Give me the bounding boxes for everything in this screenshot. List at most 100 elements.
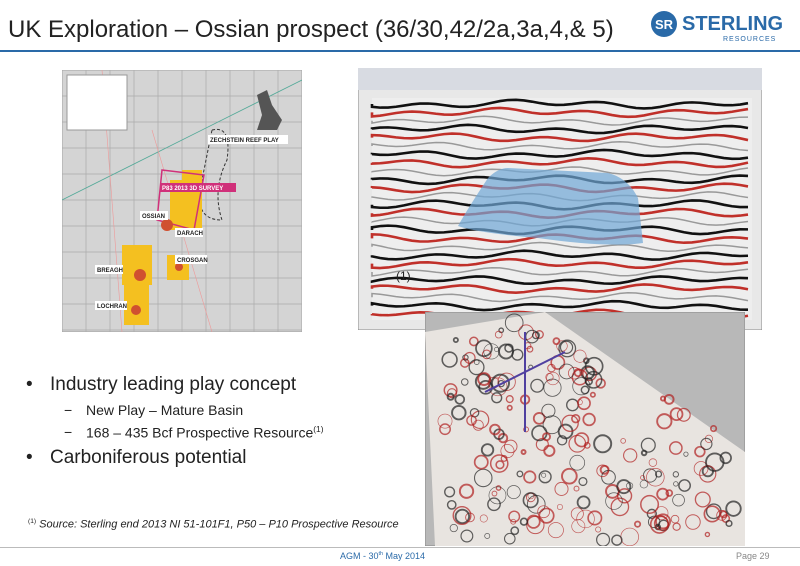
- texture: [646, 508, 658, 520]
- texture: [547, 522, 564, 539]
- texture: [725, 519, 733, 528]
- texture: [497, 372, 516, 391]
- title: UK Exploration – Ossian prospect (36/30,…: [8, 16, 614, 43]
- texture: [452, 336, 459, 344]
- texture: [656, 413, 673, 430]
- texture: [654, 470, 663, 478]
- texture: [503, 439, 518, 454]
- seismic-reflector: [371, 241, 749, 253]
- texture: [716, 509, 728, 521]
- texture: [694, 491, 711, 508]
- seismic-reflector: [370, 157, 749, 169]
- texture: [639, 480, 649, 489]
- texture: [468, 359, 485, 376]
- texture: [452, 506, 472, 525]
- texture: [441, 351, 458, 368]
- texture: [561, 414, 579, 433]
- texture: [571, 413, 581, 424]
- texture: [489, 423, 501, 436]
- texture: [704, 531, 711, 538]
- texture: [703, 505, 721, 523]
- map-image: ZECHSTEIN REEF PLAY P83 2013 3D SURVEY OSS…: [62, 70, 302, 332]
- texture: [569, 454, 586, 471]
- texture: [439, 423, 451, 436]
- texture: [573, 485, 580, 492]
- texture: [593, 434, 613, 454]
- texture: [538, 507, 555, 524]
- texture: [605, 492, 623, 510]
- texture: [672, 493, 685, 507]
- bullet: Carboniferous potential: [24, 447, 404, 469]
- map-label: LOCHRAN: [97, 304, 127, 310]
- texture: [494, 346, 499, 352]
- texture: [620, 438, 626, 444]
- texture: [672, 522, 681, 531]
- texture: [500, 444, 515, 459]
- texture: [488, 486, 507, 505]
- texture: [504, 313, 524, 333]
- texture: [542, 432, 551, 442]
- seismic-reflector: [370, 98, 749, 110]
- texture: [491, 392, 503, 404]
- texture: [534, 330, 544, 339]
- texture: [587, 510, 603, 526]
- texture: [556, 435, 568, 446]
- texture: [672, 471, 680, 478]
- texture: [561, 467, 578, 485]
- texture: [454, 508, 471, 525]
- texture: [530, 378, 545, 393]
- texture: [480, 443, 495, 457]
- texture: [541, 472, 547, 478]
- texture: [491, 490, 498, 497]
- texture: [454, 394, 466, 405]
- texture: [497, 432, 509, 444]
- texture: [473, 454, 489, 470]
- texture: [505, 395, 514, 404]
- texture: [520, 449, 527, 456]
- texture: [537, 505, 551, 519]
- texture: [694, 445, 706, 458]
- texture: [584, 377, 593, 386]
- map-label-bg: [95, 265, 123, 274]
- texture: [596, 464, 609, 478]
- seismic-reflector: [370, 275, 749, 286]
- texture: [673, 481, 679, 487]
- texture: [700, 437, 713, 451]
- texture: [577, 396, 591, 411]
- texture: [444, 486, 456, 498]
- texture: [640, 437, 656, 453]
- texture: [573, 349, 587, 363]
- texture: [510, 518, 517, 525]
- texture: [535, 437, 549, 451]
- texture: [497, 379, 505, 388]
- texture: [578, 476, 588, 487]
- texture: [719, 451, 732, 465]
- logo-sub: RESOURCES: [723, 36, 776, 43]
- texture: [490, 373, 510, 393]
- sub-bullet: New Play – Mature Basin: [50, 402, 404, 418]
- texture: [522, 492, 539, 509]
- texture: [646, 468, 665, 487]
- seismic-reflector: [370, 132, 749, 143]
- texture: [556, 504, 563, 510]
- texture: [669, 407, 684, 421]
- footer-event-text: AGM - 30: [340, 551, 379, 561]
- texture: [568, 366, 581, 380]
- map-label-bg: [140, 211, 168, 220]
- texture: [595, 378, 606, 389]
- texture: [648, 458, 658, 467]
- seismic-reflector: [371, 166, 749, 177]
- texture: [570, 507, 584, 521]
- texture: [462, 354, 469, 361]
- texture: [640, 494, 660, 514]
- texture: [546, 371, 560, 386]
- texture: [516, 470, 524, 478]
- texture: [595, 526, 602, 533]
- texture: [685, 514, 701, 530]
- texture: [510, 526, 520, 536]
- bullet-text: Carboniferous potential: [50, 446, 247, 468]
- texture: [511, 348, 524, 361]
- texture: [508, 510, 521, 523]
- seismic-reflector: [370, 148, 749, 161]
